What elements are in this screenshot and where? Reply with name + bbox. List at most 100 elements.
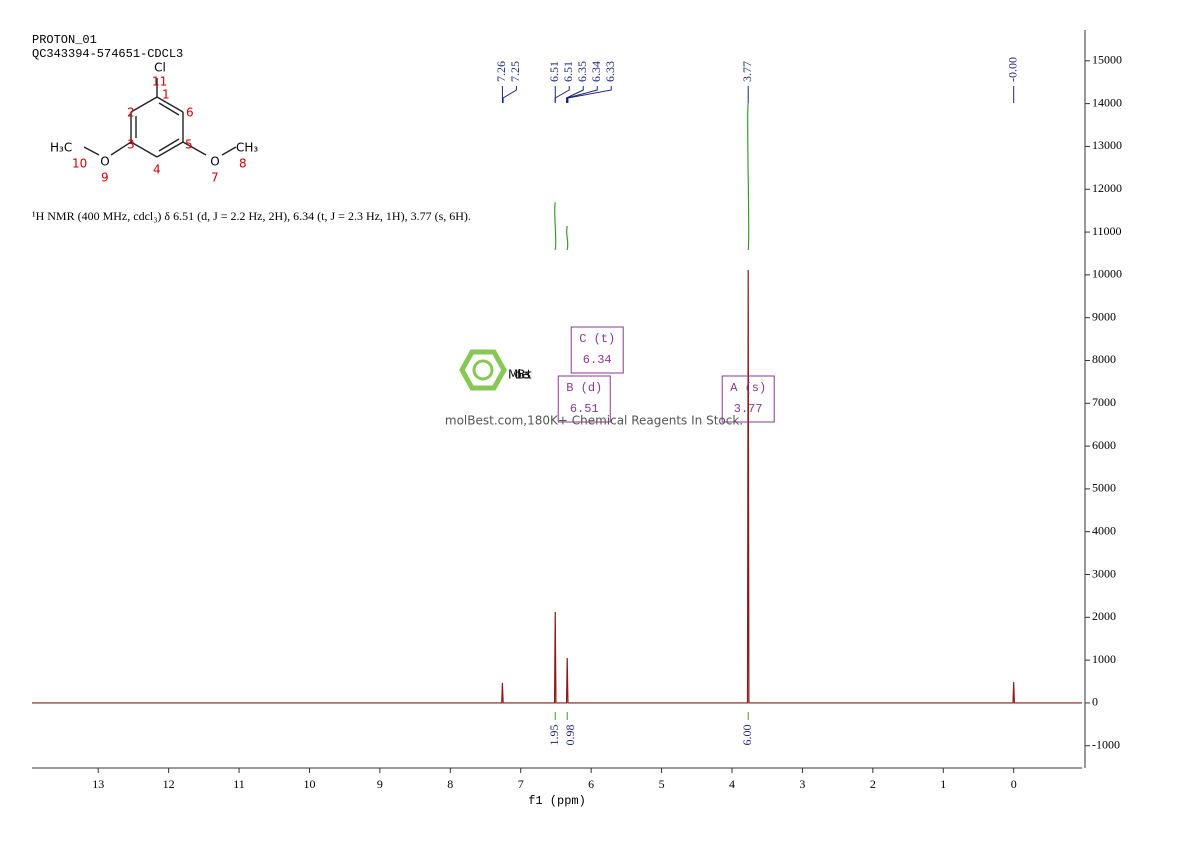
atom-label: H₃C bbox=[50, 141, 72, 155]
locant: 3 bbox=[127, 138, 135, 152]
peak-pick-line bbox=[566, 86, 598, 103]
x-tick-label: 0 bbox=[1011, 777, 1017, 791]
locants: 1 2 3 4 5 6 7 8 9 10 11 bbox=[72, 75, 247, 185]
peak-pick-line bbox=[567, 86, 612, 103]
y-tick-label: 7000 bbox=[1092, 395, 1116, 409]
locant: 9 bbox=[101, 171, 109, 185]
multiplet-box bbox=[570, 326, 624, 374]
peak-label: 7.25 bbox=[508, 61, 522, 82]
locant: 2 bbox=[127, 106, 135, 120]
y-tick-label: 12000 bbox=[1092, 181, 1122, 195]
x-tick-label: 13 bbox=[92, 777, 104, 791]
bond bbox=[83, 146, 100, 156]
y-tick-label: 5000 bbox=[1092, 481, 1116, 495]
y-tick-label: 2000 bbox=[1092, 609, 1116, 623]
x-tick-label: 4 bbox=[729, 777, 735, 791]
bond bbox=[130, 141, 158, 158]
peak-label: 3.77 bbox=[740, 61, 754, 82]
y-tick-label: 14000 bbox=[1092, 95, 1122, 109]
integral-label: 6.00 bbox=[740, 725, 754, 746]
x-tick-label: 7 bbox=[518, 777, 524, 791]
integral-curve bbox=[554, 202, 557, 251]
y-tick-label: -1000 bbox=[1092, 737, 1120, 751]
nmr-description: ¹H NMR (400 MHz, cdcl₃) δ 6.51 (d, J = 2… bbox=[32, 209, 471, 223]
bond bbox=[110, 141, 132, 156]
bond bbox=[158, 102, 180, 116]
locant: 8 bbox=[239, 157, 247, 171]
y-tick-label: 9000 bbox=[1092, 309, 1116, 323]
multiplet-value: 3.77 bbox=[734, 402, 763, 416]
watermark-text: molBest.com,180K+ Chemical Reagents In S… bbox=[445, 414, 743, 428]
integral-label: 1.95 bbox=[547, 725, 561, 746]
y-tick-label: 0 bbox=[1092, 695, 1098, 709]
peak-label: 6.35 bbox=[575, 61, 589, 82]
peak-pick-line bbox=[554, 86, 570, 103]
bond bbox=[221, 146, 237, 156]
locant: 4 bbox=[153, 163, 161, 177]
bond bbox=[156, 141, 184, 158]
x-tick-label: 5 bbox=[659, 777, 665, 791]
x-tick-label: 8 bbox=[447, 777, 453, 791]
peak-label: 7.26 bbox=[494, 61, 508, 82]
peak-label: -0.00 bbox=[1005, 57, 1019, 82]
x-tick-label: 9 bbox=[377, 777, 383, 791]
peak-label: 6.51 bbox=[547, 61, 561, 82]
multiplet-box bbox=[557, 375, 611, 423]
locant: 6 bbox=[186, 106, 194, 120]
integral-label: 0.98 bbox=[563, 725, 577, 746]
locant: 11 bbox=[152, 75, 167, 89]
bond bbox=[156, 96, 184, 113]
locant: 7 bbox=[211, 171, 219, 185]
title: PROTON_01 bbox=[32, 33, 97, 47]
x-tick-label: 6 bbox=[588, 777, 594, 791]
subtitle: QC343394-574651-CDCL3 bbox=[32, 47, 183, 61]
multiplet-box bbox=[721, 375, 775, 423]
atom-label: O bbox=[100, 155, 109, 169]
multiplet-value: 6.51 bbox=[570, 402, 599, 416]
y-tick-label: 15000 bbox=[1092, 53, 1122, 67]
watermark-brand: MolBest bbox=[508, 368, 532, 382]
locant: 1 bbox=[162, 88, 170, 102]
logo-ring bbox=[472, 359, 494, 381]
x-axis-label: f1 (ppm) bbox=[528, 794, 586, 808]
atom-label: O bbox=[210, 155, 219, 169]
watermark-logo bbox=[459, 349, 507, 391]
y-tick-label: 1000 bbox=[1092, 652, 1116, 666]
y-tick-label: 13000 bbox=[1092, 138, 1122, 152]
locant: 10 bbox=[72, 157, 87, 171]
logo-hexagon bbox=[459, 349, 507, 391]
x-tick-label: 1 bbox=[940, 777, 946, 791]
x-tick-label: 11 bbox=[233, 777, 245, 791]
x-tick-label: 3 bbox=[799, 777, 805, 791]
y-tick-label: 11000 bbox=[1092, 224, 1122, 238]
bond bbox=[130, 96, 158, 113]
x-tick-label: 12 bbox=[163, 777, 175, 791]
spectrum-line bbox=[32, 269, 1082, 704]
integral-curve bbox=[566, 225, 569, 251]
atom-label: CH₃ bbox=[236, 141, 258, 155]
peak-label: 6.34 bbox=[589, 61, 603, 82]
integral-curve bbox=[747, 102, 750, 251]
x-tick-label: 10 bbox=[303, 777, 315, 791]
locant: 5 bbox=[185, 138, 193, 152]
peak-pick-line bbox=[502, 86, 517, 103]
x-tick-label: 2 bbox=[870, 777, 876, 791]
multiplet-label: B (d) bbox=[566, 381, 602, 395]
molecule bbox=[83, 78, 237, 158]
peak-label: 6.33 bbox=[603, 61, 617, 82]
multiplet-label: C (t) bbox=[579, 332, 615, 346]
bond bbox=[182, 141, 207, 156]
multiplet-label: A (s) bbox=[730, 381, 766, 395]
peak-pick-line bbox=[566, 86, 584, 103]
y-tick-label: 4000 bbox=[1092, 523, 1116, 537]
y-tick-label: 8000 bbox=[1092, 352, 1116, 366]
multiplet-value: 6.34 bbox=[583, 353, 612, 367]
y-tick-label: 6000 bbox=[1092, 438, 1116, 452]
atom-label: Cl bbox=[154, 61, 166, 75]
y-tick-label: 10000 bbox=[1092, 267, 1122, 281]
bond bbox=[158, 138, 180, 152]
peak-label: 6.51 bbox=[561, 61, 575, 82]
y-tick-label: 3000 bbox=[1092, 566, 1116, 580]
